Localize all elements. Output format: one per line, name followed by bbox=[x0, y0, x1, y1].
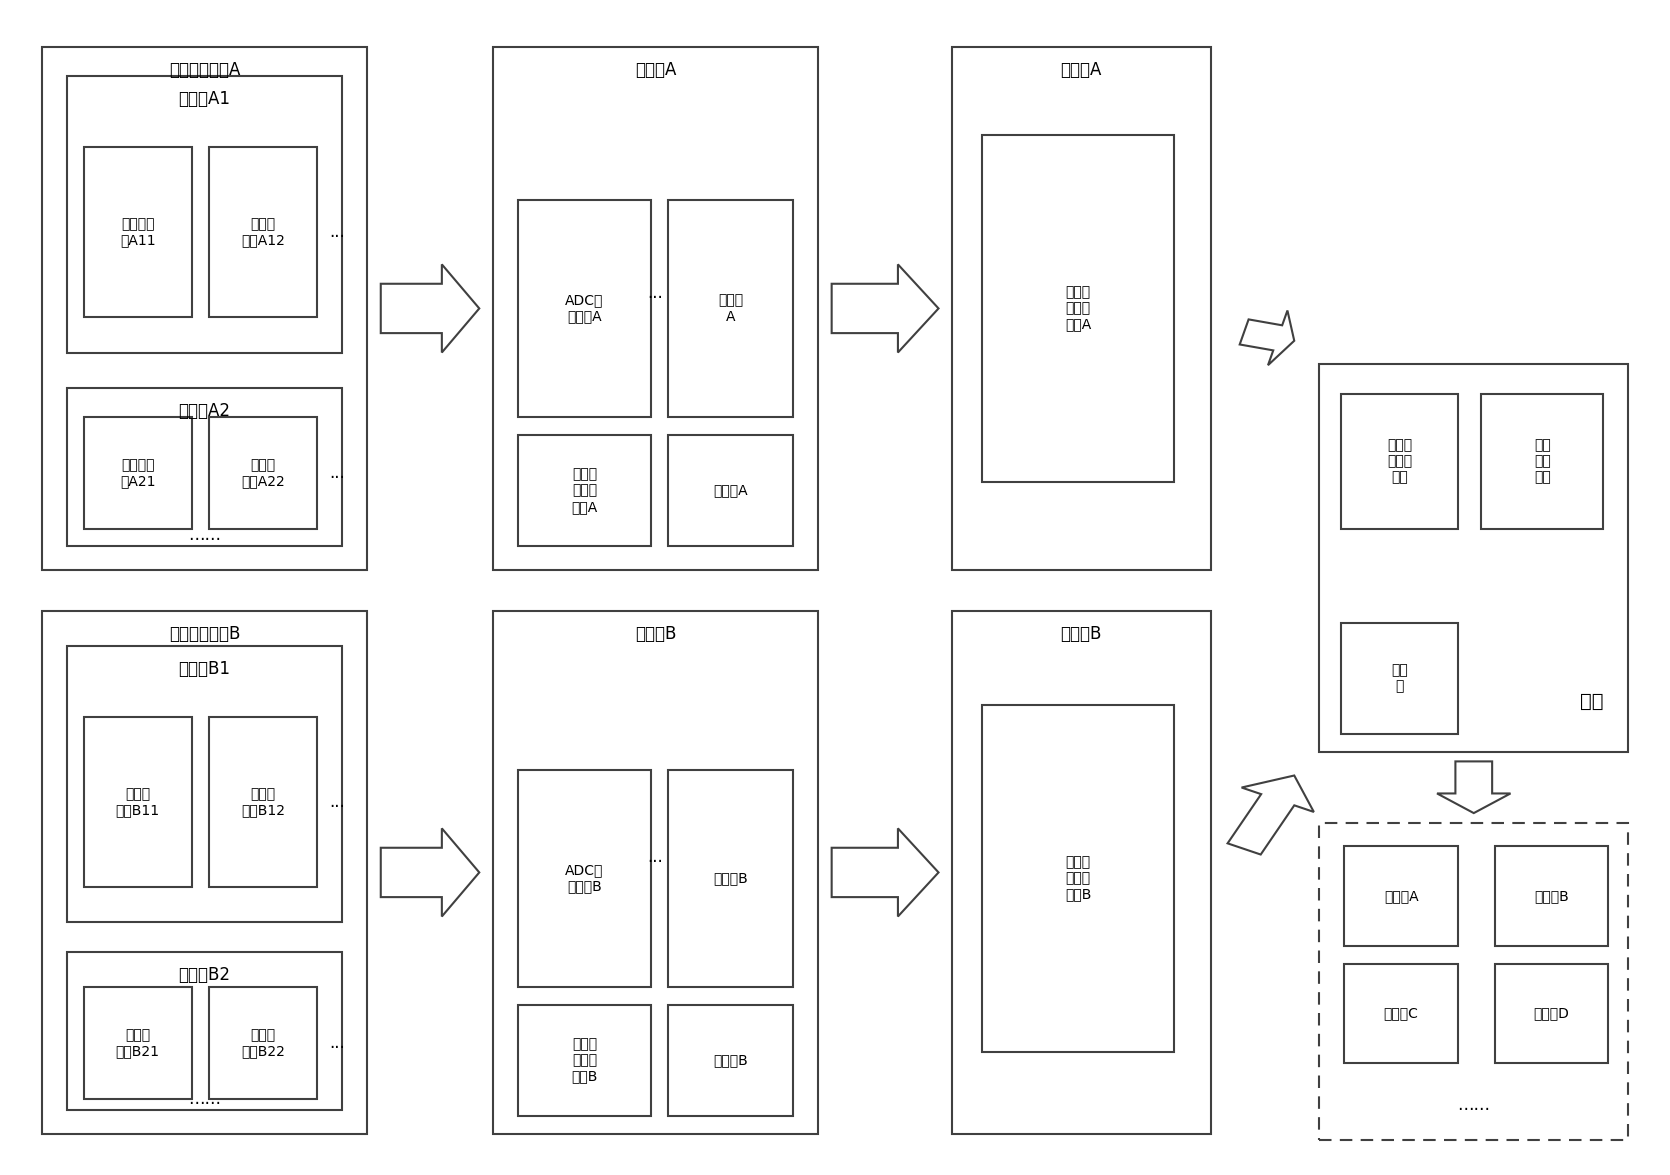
Bar bbox=[67, 388, 342, 546]
Text: 第三无
线收发
模块B: 第三无 线收发 模块B bbox=[1065, 855, 1091, 901]
Text: ...: ... bbox=[329, 1034, 346, 1052]
Text: 数据
库: 数据 库 bbox=[1391, 664, 1408, 693]
Polygon shape bbox=[1436, 761, 1511, 813]
Bar bbox=[1495, 963, 1608, 1063]
Text: 待测试
芯片A12: 待测试 芯片A12 bbox=[240, 217, 286, 247]
Bar bbox=[1481, 394, 1603, 529]
Text: 触摸屏B: 触摸屏B bbox=[713, 1054, 748, 1067]
Bar bbox=[1344, 846, 1458, 946]
Text: 主机: 主机 bbox=[1580, 692, 1603, 711]
Text: ……: …… bbox=[1458, 1095, 1490, 1114]
Bar bbox=[42, 47, 367, 570]
Bar bbox=[668, 770, 793, 987]
Text: 待测试
芯片B11: 待测试 芯片B11 bbox=[115, 787, 160, 817]
Polygon shape bbox=[832, 264, 939, 352]
Text: ...: ... bbox=[648, 283, 663, 302]
Text: 可靠性试验箱A: 可靠性试验箱A bbox=[169, 61, 240, 79]
Bar bbox=[209, 417, 317, 529]
Bar bbox=[518, 435, 651, 546]
Text: 老化板B1: 老化板B1 bbox=[179, 660, 230, 678]
Text: 可靠性试验箱B: 可靠性试验箱B bbox=[169, 625, 240, 643]
Text: 主控板B: 主控板B bbox=[635, 625, 676, 643]
Bar bbox=[982, 705, 1174, 1052]
Polygon shape bbox=[381, 828, 479, 917]
Text: ...: ... bbox=[329, 223, 346, 241]
Bar bbox=[952, 47, 1211, 570]
Text: 老化板A2: 老化板A2 bbox=[179, 402, 230, 419]
Polygon shape bbox=[1239, 310, 1294, 365]
Text: 客户端A: 客户端A bbox=[1384, 889, 1418, 902]
Text: 老化板A1: 老化板A1 bbox=[179, 90, 230, 108]
Bar bbox=[668, 435, 793, 546]
Text: 待测试芯
片A21: 待测试芯 片A21 bbox=[120, 458, 155, 488]
Bar bbox=[493, 47, 818, 570]
Text: ...: ... bbox=[329, 793, 346, 811]
Bar bbox=[668, 1005, 793, 1116]
Polygon shape bbox=[1227, 776, 1314, 854]
Bar bbox=[1319, 822, 1628, 1140]
Text: 客户端B: 客户端B bbox=[1535, 889, 1568, 902]
Polygon shape bbox=[832, 828, 939, 917]
Bar bbox=[67, 646, 342, 922]
Text: 第三无
线收发
模块A: 第三无 线收发 模块A bbox=[1065, 286, 1091, 331]
Bar bbox=[1495, 846, 1608, 946]
Bar bbox=[493, 611, 818, 1134]
Bar bbox=[209, 987, 317, 1099]
Text: 老化板B2: 老化板B2 bbox=[179, 966, 230, 983]
Text: ...: ... bbox=[329, 464, 346, 482]
Text: 第二无
线收发
模块: 第二无 线收发 模块 bbox=[1386, 438, 1413, 484]
Text: 单片机B: 单片机B bbox=[713, 872, 748, 885]
Bar bbox=[84, 147, 192, 317]
Bar bbox=[42, 611, 367, 1134]
Bar bbox=[84, 717, 192, 887]
Bar bbox=[668, 200, 793, 417]
Bar bbox=[1319, 364, 1628, 752]
Bar bbox=[952, 611, 1211, 1134]
Text: 触摸屏A: 触摸屏A bbox=[713, 484, 748, 497]
Text: 单片机
A: 单片机 A bbox=[718, 294, 743, 323]
Text: 待测试
芯片B21: 待测试 芯片B21 bbox=[115, 1028, 160, 1058]
Text: 待测试芯
片A11: 待测试芯 片A11 bbox=[120, 217, 155, 247]
Bar bbox=[982, 135, 1174, 482]
Bar bbox=[67, 952, 342, 1110]
Bar bbox=[209, 147, 317, 317]
Bar bbox=[518, 200, 651, 417]
Text: 客户端D: 客户端D bbox=[1533, 1007, 1570, 1020]
Text: 第一无
线收发
模块A: 第一无 线收发 模块A bbox=[571, 468, 598, 513]
Text: 待测试
芯片B22: 待测试 芯片B22 bbox=[240, 1028, 286, 1058]
Text: ...: ... bbox=[648, 847, 663, 866]
Bar bbox=[518, 770, 651, 987]
Polygon shape bbox=[381, 264, 479, 352]
Text: 中继器A: 中继器A bbox=[1060, 61, 1102, 79]
Bar bbox=[84, 417, 192, 529]
Text: ADC检
测电路A: ADC检 测电路A bbox=[566, 294, 603, 323]
Text: ……: …… bbox=[189, 1089, 220, 1108]
Bar bbox=[67, 76, 342, 352]
Text: 第一无
线收发
模块B: 第一无 线收发 模块B bbox=[571, 1038, 598, 1083]
Bar bbox=[1341, 394, 1458, 529]
Text: 主控板A: 主控板A bbox=[635, 61, 676, 79]
Text: 数据
广播
模块: 数据 广播 模块 bbox=[1533, 438, 1551, 484]
Text: 中继器B: 中继器B bbox=[1060, 625, 1102, 643]
Bar bbox=[1344, 963, 1458, 1063]
Text: 待测试
芯片A22: 待测试 芯片A22 bbox=[240, 458, 286, 488]
Bar bbox=[209, 717, 317, 887]
Text: ……: …… bbox=[189, 525, 220, 544]
Text: ADC检
测电路B: ADC检 测电路B bbox=[566, 864, 603, 893]
Bar bbox=[1341, 623, 1458, 734]
Bar bbox=[518, 1005, 651, 1116]
Text: 待测试
芯片B12: 待测试 芯片B12 bbox=[240, 787, 286, 817]
Text: 客户端C: 客户端C bbox=[1384, 1007, 1418, 1020]
Bar bbox=[84, 987, 192, 1099]
